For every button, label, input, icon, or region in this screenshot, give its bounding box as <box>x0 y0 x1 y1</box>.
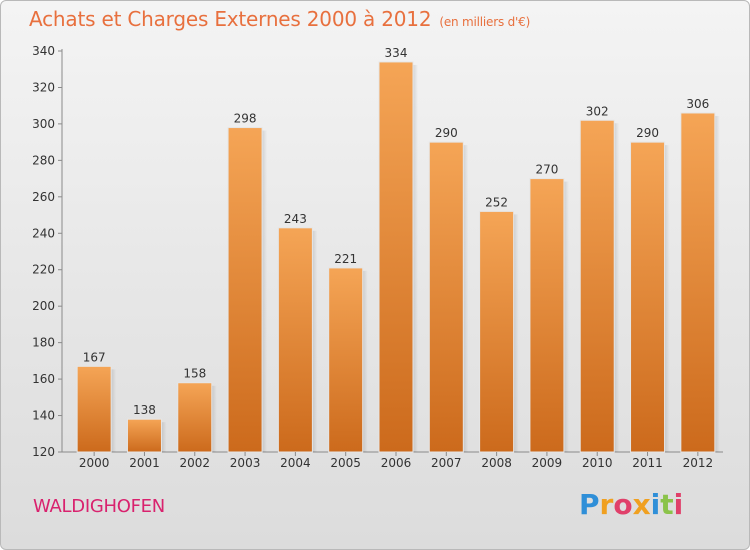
bar <box>630 141 666 453</box>
x-tick-label: 2000 <box>79 456 110 470</box>
y-tick-label: 200 <box>32 299 55 313</box>
x-tick-label: 2003 <box>230 456 261 470</box>
bar-shadow <box>111 369 117 452</box>
bar-shadow <box>513 214 519 452</box>
logo-letter: t <box>660 488 674 521</box>
x-tick-label: 2011 <box>632 456 663 470</box>
chart-title-text: Achats et Charges Externes 2000 à 2012 <box>29 7 432 31</box>
y-tick-label: 300 <box>32 117 55 131</box>
bar <box>579 119 615 453</box>
logo-letter: o <box>613 488 633 521</box>
x-tick-label: 2012 <box>683 456 714 470</box>
bar <box>126 418 162 453</box>
bar-shadow <box>262 130 268 452</box>
bar-shadow <box>413 64 418 452</box>
y-tick-label: 180 <box>32 336 55 350</box>
chart-title: Achats et Charges Externes 2000 à 2012 (e… <box>29 7 530 31</box>
x-tick-label: 2010 <box>582 456 613 470</box>
location-name: WALDIGHOFEN <box>33 496 165 517</box>
bar-value-label: 167 <box>83 350 106 364</box>
bar-value-label: 270 <box>535 163 558 177</box>
logo-letter: r <box>599 488 614 521</box>
y-tick-label: 160 <box>32 372 55 386</box>
y-tick-label: 140 <box>32 409 55 423</box>
bar-value-label: 252 <box>485 195 508 209</box>
logo-letter: i <box>673 488 684 521</box>
bar <box>479 210 515 453</box>
proxiti-logo: Proxiti <box>579 488 683 521</box>
x-tick-label: 2009 <box>532 456 563 470</box>
x-tick-label: 2006 <box>381 456 412 470</box>
bar-shadow <box>563 181 569 452</box>
y-tick-label: 280 <box>32 153 55 167</box>
y-tick-label: 320 <box>32 80 55 94</box>
bar <box>428 141 464 453</box>
bar <box>76 365 112 453</box>
x-tick-label: 2004 <box>280 456 311 470</box>
bar-shadow <box>664 145 670 453</box>
logo-letter: P <box>579 488 600 521</box>
bar-value-label: 298 <box>234 112 257 126</box>
bar-value-label: 334 <box>385 46 408 60</box>
y-tick-label: 260 <box>32 190 55 204</box>
x-tick-label: 2007 <box>431 456 462 470</box>
logo-letter: i <box>650 488 661 521</box>
bar <box>328 267 364 453</box>
bar-value-label: 138 <box>133 403 156 417</box>
bar-value-label: 158 <box>183 367 206 381</box>
y-tick-label: 240 <box>32 226 55 240</box>
bar-value-label: 302 <box>586 104 609 118</box>
bar <box>680 112 716 453</box>
bar-shadow <box>362 270 368 452</box>
x-tick-label: 2008 <box>481 456 512 470</box>
chart-subtitle: (en milliers d'€) <box>439 15 531 29</box>
bar <box>378 61 414 453</box>
y-tick-label: 220 <box>32 263 55 277</box>
bar-value-label: 290 <box>435 126 458 140</box>
bar-shadow <box>614 123 620 452</box>
bar-shadow <box>161 422 167 452</box>
bar-value-label: 243 <box>284 212 307 226</box>
bar <box>277 227 313 453</box>
bar-value-label: 221 <box>334 252 357 266</box>
y-tick-label: 120 <box>32 445 55 459</box>
bar <box>529 178 565 453</box>
bar-shadow <box>312 230 318 452</box>
bar-value-label: 306 <box>686 97 709 111</box>
x-tick-label: 2002 <box>179 456 210 470</box>
bar-shadow <box>714 115 720 453</box>
bar-shadow <box>211 385 217 452</box>
y-tick-label: 340 <box>32 44 55 58</box>
bar <box>177 382 213 453</box>
x-tick-label: 2001 <box>129 456 160 470</box>
bar <box>227 127 263 453</box>
bar-shadow <box>463 145 469 453</box>
bar-value-label: 290 <box>636 126 659 140</box>
logo-letter: x <box>632 488 651 521</box>
x-tick-label: 2005 <box>330 456 361 470</box>
